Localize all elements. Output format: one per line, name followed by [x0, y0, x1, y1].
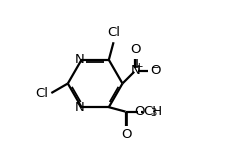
Text: N: N [74, 53, 84, 66]
Text: O: O [121, 128, 132, 141]
Text: 3: 3 [150, 108, 156, 118]
Text: Cl: Cl [107, 26, 120, 39]
Text: O: O [130, 43, 140, 56]
Text: Cl: Cl [35, 87, 48, 100]
Text: N: N [74, 101, 84, 114]
Text: O: O [134, 105, 145, 118]
Text: −: − [151, 63, 160, 73]
Text: N: N [130, 64, 140, 77]
Text: CH: CH [144, 105, 163, 118]
Text: O: O [150, 64, 161, 77]
Text: +: + [134, 62, 143, 72]
